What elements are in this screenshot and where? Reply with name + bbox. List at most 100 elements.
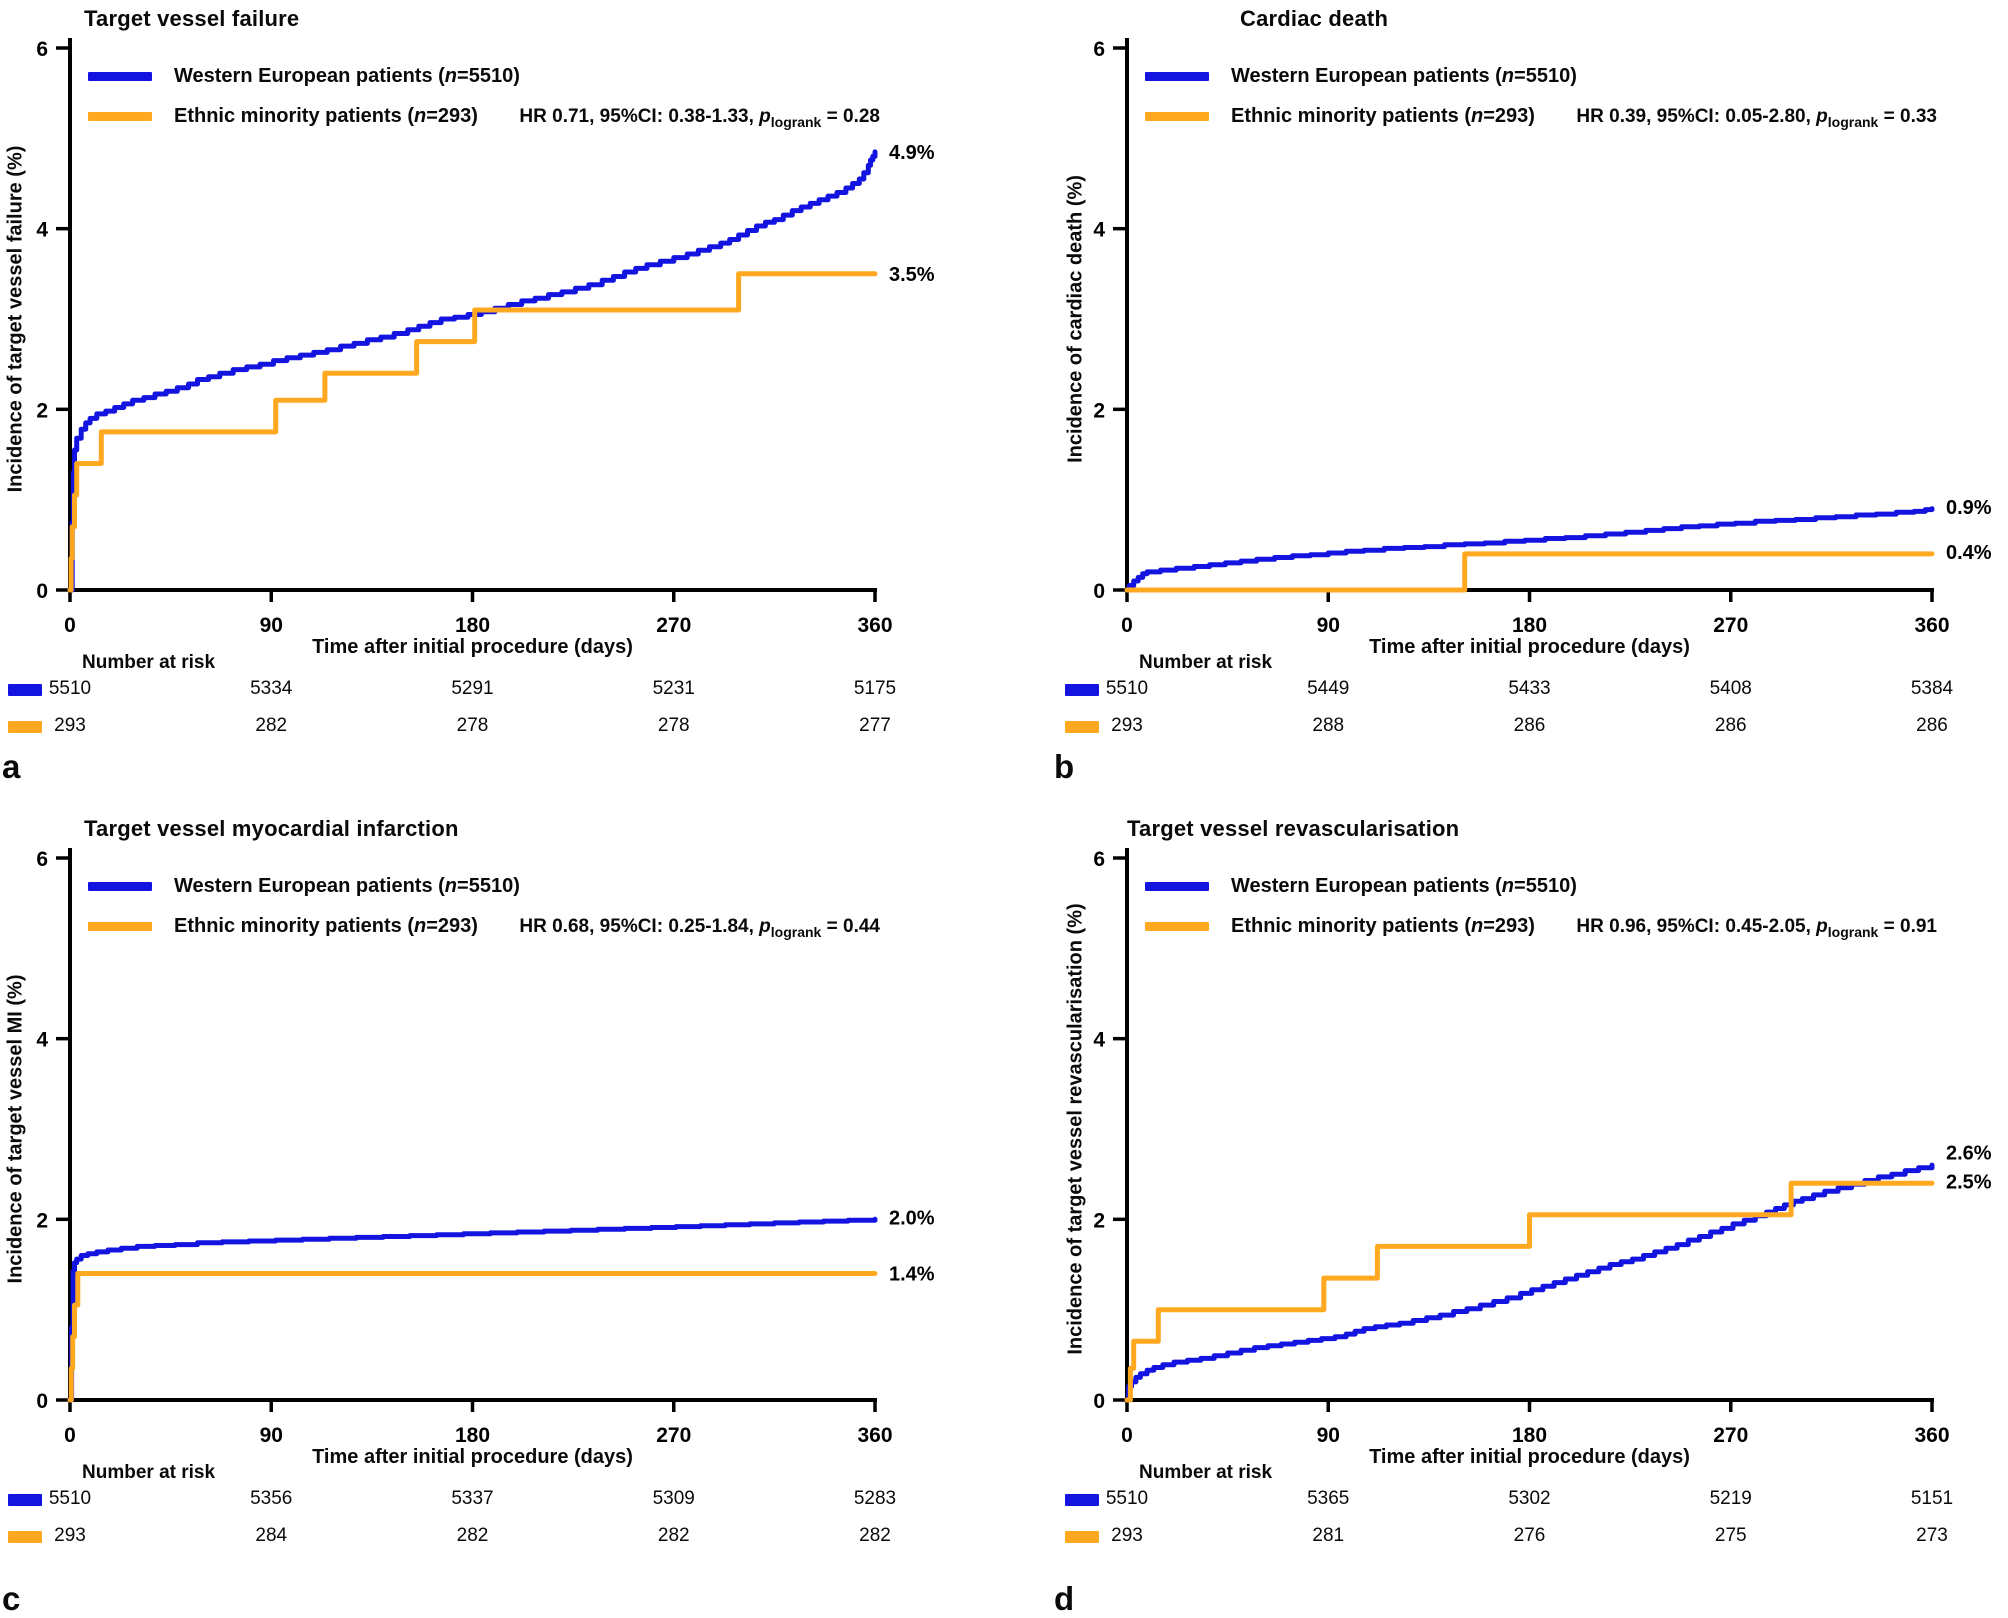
curve-end-label: 0.4% [1946,542,1992,564]
curve-end-label: 2.0% [889,1208,935,1230]
legend-label-minority: Ethnic minority patients (n=293) [174,104,478,127]
at-risk-value: 5175 [853,678,897,699]
x-tick-label: 270 [1713,614,1748,637]
km-curve-western [1124,1162,1935,1403]
curve-end-label: 1.4% [889,1264,935,1286]
legend-swatch-minority [88,921,152,931]
at-risk-value: 5384 [1910,678,1954,699]
at-risk-value: 5510 [48,678,92,699]
at-risk-value: 293 [1111,715,1143,736]
risk-swatch-western [8,1494,42,1506]
y-tick-label: 4 [1093,219,1105,242]
x-tick-label: 360 [857,1424,892,1447]
km-curve-western [67,1216,878,1403]
at-risk-value: 293 [1111,1525,1143,1546]
risk-swatch-minority [8,1531,42,1543]
at-risk-value: 5356 [250,1488,293,1509]
legend-swatch-western [1145,881,1209,891]
at-risk-value: 5510 [1105,678,1149,699]
at-risk-value: 5408 [1709,678,1752,699]
x-tick-label: 270 [656,614,691,637]
legend-item-minority: Ethnic minority patients (n=293) [88,102,478,130]
panel-letter: a [2,748,21,785]
x-tick-label: 90 [1317,614,1340,637]
curve-end-label: 0.9% [1946,497,1992,519]
legend-item-western: Western European patients (n=5510) [88,872,520,900]
hazard-ratio-text: HR 0.68, 95%CI: 0.25-1.84, plogrank = 0.… [519,916,880,940]
legend-item-minority: Ethnic minority patients (n=293) [1145,912,1535,940]
at-risk-value: 277 [859,715,891,736]
at-risk-value: 282 [255,715,288,736]
legend-item-western: Western European patients (n=5510) [1145,62,1577,90]
at-risk-value: 286 [1513,715,1546,736]
at-risk-value: 293 [54,1525,86,1546]
x-tick-label: 180 [1512,614,1547,637]
at-risk-value: 5151 [1910,1488,1954,1509]
legend-label-minority: Ethnic minority patients (n=293) [1231,104,1535,127]
y-tick-label: 2 [1093,399,1105,422]
y-axis-label: Incidence of target vessel MI (%) [4,974,27,1284]
at-risk-value: 288 [1312,715,1345,736]
y-tick-label: 6 [36,848,48,871]
y-tick-label: 6 [1093,848,1105,871]
at-risk-value: 5337 [451,1488,494,1509]
at-risk-value: 282 [456,1525,489,1546]
hazard-ratio-text: HR 0.96, 95%CI: 0.45-2.05, plogrank = 0.… [1576,916,1937,940]
at-risk-value: 278 [657,715,690,736]
at-risk-value: 286 [1916,715,1948,736]
y-tick-label: 0 [36,580,48,603]
y-tick-label: 4 [36,1029,48,1052]
at-risk-value: 5449 [1307,678,1350,699]
x-axis-label: Time after initial procedure (days) [1369,1446,1690,1468]
x-tick-label: 180 [455,1424,490,1447]
y-tick-label: 4 [36,219,48,242]
panel-b-cardiac-death: 0 2 4 6 0 90 180 270 360 0.9% 0.4% Cardiac death W… [1004,0,2008,808]
legend-label-western: Western European patients (n=5510) [174,64,520,87]
at-risk-value: 5231 [652,678,695,699]
at-risk-value: 5291 [451,678,494,699]
x-tick-label: 360 [857,614,892,637]
km-curve-minority [67,271,878,593]
risk-swatch-western [1065,684,1099,696]
at-risk-value: 284 [255,1525,288,1546]
y-tick-label: 0 [36,1390,48,1413]
curve-end-label: 2.5% [1946,1171,1992,1193]
legend-label-minority: Ethnic minority patients (n=293) [174,914,478,937]
legend-swatch-minority [1145,111,1209,121]
panel-letter: b [1054,748,1075,785]
y-tick-label: 2 [36,399,48,422]
x-tick-label: 0 [1121,1424,1133,1447]
number-at-risk-header: Number at risk [82,652,216,673]
at-risk-value: 276 [1513,1525,1546,1546]
panel-title: Cardiac death [1240,6,1389,31]
km-curve-western [1124,506,1935,593]
panel-title: Target vessel revascularisation [1127,816,1460,841]
y-tick-label: 6 [36,38,48,61]
legend-item-minority: Ethnic minority patients (n=293) [1145,102,1535,130]
legend-swatch-minority [88,111,152,121]
legend-swatch-western [88,881,152,891]
x-tick-label: 90 [1317,1424,1340,1447]
km-curve-minority [1124,551,1935,593]
y-tick-label: 2 [36,1209,48,1232]
panel-c-target-vessel-mi: 0 2 4 6 0 90 180 270 360 2.0% 1.4% Target vessel m… [0,810,1004,1618]
at-risk-value: 282 [657,1525,690,1546]
at-risk-value: 281 [1312,1525,1345,1546]
panel-letter: d [1054,1580,1075,1617]
hazard-ratio-text: HR 0.71, 95%CI: 0.38-1.33, plogrank = 0.… [519,106,880,130]
legend-item-minority: Ethnic minority patients (n=293) [88,912,478,940]
at-risk-value: 275 [1714,1525,1747,1546]
at-risk-value: 5510 [1105,1488,1149,1509]
km-curve-minority [1124,1180,1935,1403]
x-tick-label: 0 [64,614,76,637]
at-risk-value: 278 [456,715,489,736]
panel-title: Target vessel myocardial infarction [84,816,459,841]
x-axis-label: Time after initial procedure (days) [312,1446,633,1468]
at-risk-value: 5309 [652,1488,695,1509]
x-tick-label: 180 [1512,1424,1547,1447]
legend-label-minority: Ethnic minority patients (n=293) [1231,914,1535,937]
panel-letter: c [2,1580,21,1617]
legend-item-western: Western European patients (n=5510) [1145,872,1577,900]
x-tick-label: 360 [1914,614,1949,637]
